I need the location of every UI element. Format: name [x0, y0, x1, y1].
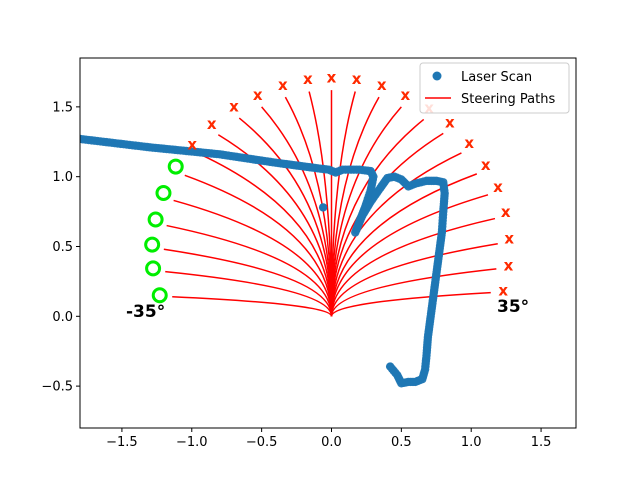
- steering-path: [330, 242, 498, 317]
- legend-box: [419, 62, 570, 114]
- legend-steering-paths-label: Steering Paths: [461, 92, 555, 107]
- steering-path: [330, 152, 462, 317]
- laser-scan-point: [318, 203, 328, 212]
- y-tick-label: −0.5: [41, 380, 73, 395]
- blocked-path-marker: x: [278, 76, 288, 94]
- steering-path: [172, 296, 333, 317]
- legend: Laser Scan Steering Paths: [419, 62, 570, 114]
- blocked-path-marker: x: [445, 114, 455, 132]
- blocked-path-marker: x: [207, 115, 217, 133]
- blocked-path-marker: x: [187, 136, 197, 154]
- y-tick-label: 0.0: [52, 310, 73, 325]
- free-path-marker: [147, 211, 164, 228]
- blocked-path-marker: x: [377, 76, 387, 94]
- blocked-path-marker: x: [229, 98, 239, 116]
- steering-path: [330, 268, 497, 317]
- steering-path: [330, 194, 489, 317]
- angle-label-max: 35°: [497, 297, 529, 317]
- angle-labels: -35° 35°: [126, 297, 529, 322]
- steering-path: [330, 291, 491, 317]
- x-tick-label: −1.0: [176, 435, 208, 450]
- legend-laser-scan-label: Laser Scan: [461, 70, 532, 85]
- steering-paths-layer: [163, 90, 498, 317]
- free-path-marker: [167, 158, 184, 175]
- angle-label-min: -35°: [126, 302, 165, 322]
- x-tick-label: −0.5: [246, 435, 278, 450]
- free-path-marker: [155, 184, 172, 201]
- blocked-path-marker: x: [498, 282, 508, 300]
- y-tick-label: 1.0: [52, 170, 73, 185]
- x-axis-ticks: −1.5 −1.0 −0.5 0.0 0.5 1.0 1.5: [106, 428, 551, 450]
- blocked-path-marker: x: [464, 134, 474, 152]
- x-tick-label: 1.5: [531, 435, 552, 450]
- laser-scan-layer: [80, 134, 449, 388]
- blocked-path-marker: x: [253, 86, 263, 104]
- x-tick-label: 0.0: [321, 435, 342, 450]
- y-axis-ticks: −0.5 0.0 0.5 1.0 1.5: [41, 100, 80, 395]
- x-tick-label: 1.0: [461, 435, 482, 450]
- blocked-path-marker: x: [352, 70, 362, 88]
- blocked-path-marker: x: [493, 178, 503, 196]
- x-tick-label: −1.5: [106, 435, 138, 450]
- blocked-path-marker: x: [400, 86, 410, 104]
- free-path-marker: [151, 287, 168, 304]
- free-path-marker: [144, 236, 161, 253]
- axes-frame: [79, 57, 577, 429]
- blocked-path-marker: x: [504, 256, 514, 274]
- y-tick-label: 0.5: [52, 240, 73, 255]
- steering-path: [163, 248, 333, 317]
- laser-scan-point: [385, 362, 395, 371]
- legend-laser-scan-marker: [432, 71, 442, 81]
- blocked-path-marker: x: [501, 203, 511, 221]
- steering-path: [173, 199, 333, 317]
- y-tick-label: 1.5: [52, 100, 73, 115]
- blocked-path-marker: x: [327, 69, 337, 87]
- steering-path: [330, 217, 496, 317]
- steering-path: [165, 270, 333, 317]
- free-path-marker: [145, 260, 162, 277]
- steering-path: [166, 224, 333, 317]
- x-tick-label: 0.5: [391, 435, 412, 450]
- blocked-path-marker: x: [303, 70, 313, 88]
- blocked-path-marker: x: [481, 156, 491, 174]
- path-status-markers-layer: xxxxxxxxxxxxxxxxxxx: [144, 69, 514, 304]
- blocked-path-marker: x: [504, 230, 514, 248]
